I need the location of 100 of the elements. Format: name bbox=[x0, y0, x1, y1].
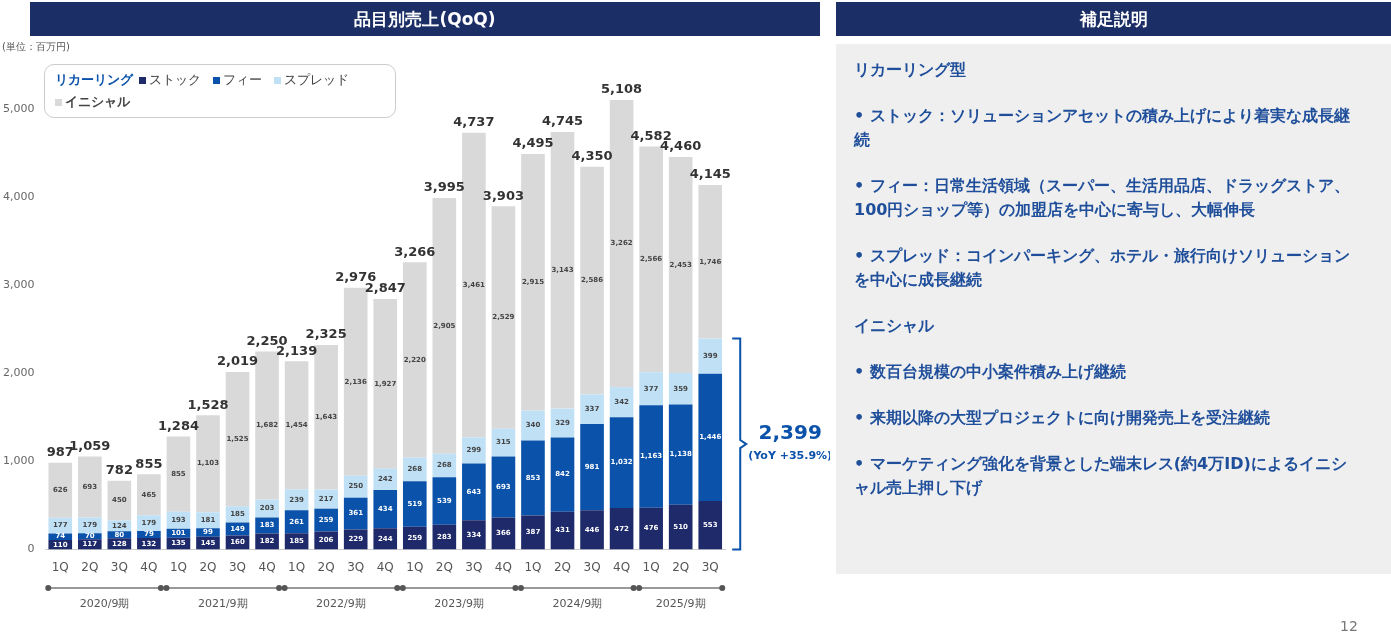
bar bbox=[639, 405, 663, 508]
text: イニシャル bbox=[854, 315, 935, 337]
y-tick-label: 0 bbox=[27, 542, 35, 556]
x-tick-label: 3Q bbox=[583, 559, 601, 574]
total-label: 2,847 bbox=[364, 280, 406, 296]
bar bbox=[137, 474, 161, 516]
bar bbox=[373, 299, 398, 469]
text: • スプレッド：コインパーキング、ホテル・旅行向けソリューションを中心に成長継続 bbox=[854, 245, 1351, 291]
bar bbox=[580, 394, 604, 425]
y-tick-label: 5,000 bbox=[2, 102, 35, 116]
x-tick-label: 3Q bbox=[228, 559, 247, 574]
total-label: 1,528 bbox=[187, 396, 229, 412]
x-tick-label: 4Q bbox=[494, 559, 512, 574]
x-tick-label: 3Q bbox=[465, 559, 483, 574]
bar bbox=[462, 463, 486, 521]
x-tick-label: 4Q bbox=[258, 559, 276, 574]
x-tick-label: 1Q bbox=[406, 559, 424, 574]
x-tick-label: 4Q bbox=[376, 559, 394, 574]
y-tick-label: 4,000 bbox=[2, 190, 35, 204]
total-label: 3,266 bbox=[394, 243, 436, 259]
bar bbox=[432, 477, 457, 525]
x-tick-label: 4Q bbox=[140, 559, 158, 574]
x-tick-label: 4Q bbox=[613, 559, 631, 574]
text: • 数百台規模の中小案件積み上げ継続 bbox=[854, 361, 1127, 383]
text: 補足説明 bbox=[836, 2, 1391, 36]
text: 2023/9期 bbox=[434, 596, 484, 610]
bar bbox=[580, 510, 604, 550]
bar bbox=[668, 372, 693, 405]
bar bbox=[284, 361, 309, 490]
bar bbox=[521, 154, 545, 411]
bar bbox=[373, 489, 398, 529]
text: 2022/9期 bbox=[316, 596, 366, 610]
bar bbox=[77, 456, 102, 518]
bar bbox=[698, 373, 723, 501]
total-label: 4,582 bbox=[630, 127, 672, 143]
text: • マーケティング強化を背景とした端末レス(約4万ID)によるイニシャル売上押し下げ bbox=[854, 453, 1348, 499]
total-label: 3,903 bbox=[482, 187, 524, 203]
bar bbox=[668, 404, 693, 505]
bar bbox=[521, 515, 545, 550]
total-label: 4,737 bbox=[453, 114, 495, 130]
bar bbox=[462, 437, 486, 464]
x-tick-label: 1Q bbox=[51, 559, 69, 574]
bar bbox=[462, 520, 486, 550]
total-label: 2,019 bbox=[216, 353, 259, 369]
x-tick-label: 2Q bbox=[553, 559, 572, 574]
x-tick-label: 3Q bbox=[701, 559, 719, 574]
bar bbox=[166, 436, 191, 512]
text: リカーリング型 bbox=[854, 59, 967, 81]
y-tick-label: 1,000 bbox=[2, 454, 35, 468]
legend-label: スプレッド bbox=[284, 72, 349, 87]
y-tick-label: 3,000 bbox=[2, 278, 35, 292]
text: 2,399 bbox=[758, 420, 822, 445]
text: 2021/9期 bbox=[197, 596, 248, 610]
text: 12 bbox=[1340, 618, 1359, 634]
total-label: 4,495 bbox=[512, 135, 554, 151]
bar bbox=[698, 500, 723, 550]
text: • フィー：日常生活領域（スーパー、生活用品店、ドラッグストア、100円ショップ等）の加盟店を中心に寄与し、大幅伸長 bbox=[854, 175, 1351, 221]
y-axis-title: (単位：百万円) bbox=[2, 40, 70, 54]
bar bbox=[639, 507, 663, 550]
x-tick-label: 2Q bbox=[672, 559, 690, 574]
bar bbox=[491, 206, 516, 429]
total-label: 855 bbox=[135, 455, 163, 471]
bar bbox=[698, 184, 723, 339]
x-tick-label: 1Q bbox=[642, 559, 660, 574]
legend-label: フィー bbox=[223, 72, 262, 87]
bar bbox=[48, 462, 73, 518]
total-label: 5,108 bbox=[601, 81, 643, 97]
x-tick-label: 3Q bbox=[347, 559, 365, 574]
bar bbox=[668, 504, 693, 550]
text: 2020/9期 bbox=[79, 596, 130, 610]
x-tick-label: 1Q bbox=[169, 559, 187, 574]
total-label: 3,995 bbox=[423, 179, 465, 195]
x-tick-label: 3Q bbox=[110, 559, 128, 574]
bar bbox=[639, 372, 663, 406]
total-label: 4,145 bbox=[689, 166, 731, 182]
bar bbox=[550, 437, 575, 512]
legend-title: リカーリング bbox=[55, 72, 133, 87]
x-tick-label: 2Q bbox=[317, 559, 335, 574]
text: • ストック：ソリューションアセットの積み上げにより着実な成長継続 bbox=[854, 105, 1351, 151]
y-tick-label: 2,000 bbox=[2, 366, 35, 380]
total-label: 782 bbox=[105, 462, 133, 478]
bar bbox=[491, 456, 516, 518]
bar bbox=[314, 489, 338, 509]
x-tick-label: 1Q bbox=[288, 559, 306, 574]
bar bbox=[609, 417, 634, 509]
x-tick-label: 2Q bbox=[81, 559, 99, 574]
total-label: 4,745 bbox=[541, 113, 584, 129]
bar bbox=[521, 440, 545, 516]
bar bbox=[343, 497, 368, 530]
total-label: 2,325 bbox=[305, 326, 347, 342]
text: 2024/9期 bbox=[552, 596, 603, 610]
total-label: 1,284 bbox=[157, 417, 199, 433]
bar bbox=[698, 338, 723, 374]
bar bbox=[609, 508, 634, 550]
x-tick-label: 1Q bbox=[524, 559, 542, 574]
bar bbox=[255, 517, 279, 534]
total-label: 4,350 bbox=[571, 148, 613, 164]
bar bbox=[580, 424, 604, 511]
x-tick-label: 2Q bbox=[435, 559, 453, 574]
bar bbox=[402, 481, 427, 527]
